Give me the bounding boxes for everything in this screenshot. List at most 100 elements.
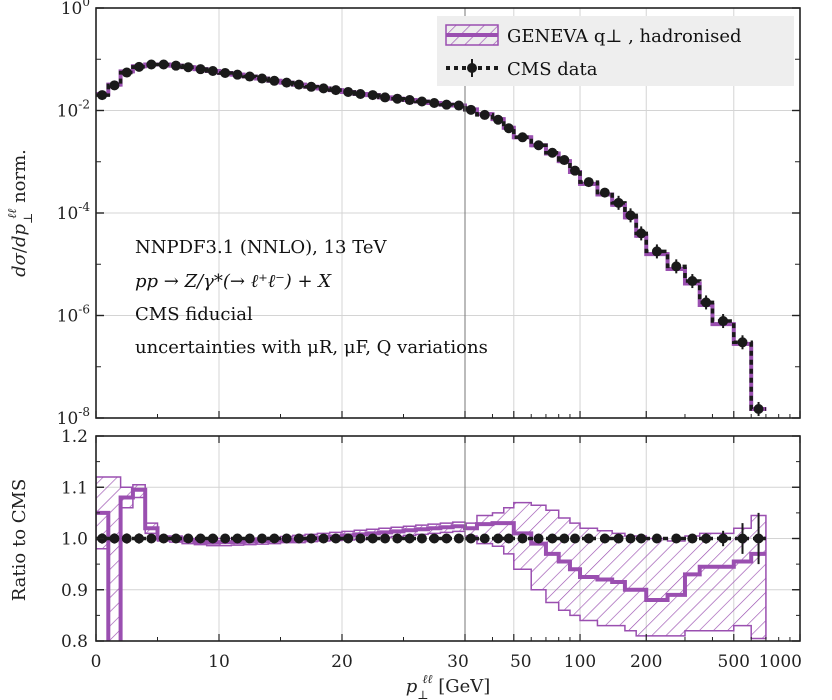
main-cms-marker	[404, 95, 415, 106]
main-cms-marker	[651, 246, 662, 257]
main-cms-marker	[753, 403, 764, 414]
ratio-cms-marker	[269, 533, 280, 544]
ratio-cms-marker	[380, 533, 391, 544]
main-cms-marker	[569, 165, 580, 176]
legend: GENEVA q⊥ , hadronised CMS data	[437, 16, 794, 86]
xtick-label: 100	[564, 652, 596, 672]
ratio-yticks: 1.2 1.1 1.0 0.9 0.8	[61, 427, 800, 652]
ratio-cms-marker	[293, 533, 304, 544]
main-cms-marker	[207, 65, 218, 76]
ratio-cms-marker	[416, 533, 427, 544]
ratio-cms-marker	[220, 533, 231, 544]
ratio-cms-marker	[355, 533, 366, 544]
ratio-cms-marker	[343, 533, 354, 544]
main-cms-marker	[183, 62, 194, 73]
legend-entry-cms: CMS data	[446, 59, 598, 80]
main-cms-marker	[613, 197, 624, 208]
main-cms-marker	[195, 64, 206, 75]
ratio-cms-marker	[244, 533, 255, 544]
main-cms-marker	[121, 67, 132, 78]
legend-label-geneva: GENEVA q⊥ , hadronised	[507, 26, 742, 47]
main-cms-marker	[517, 132, 528, 143]
xtick-label: 20	[331, 652, 353, 672]
main-cms-marker	[453, 100, 464, 111]
ratio-cms-marker	[687, 533, 698, 544]
main-cms-marker	[465, 104, 476, 115]
main-ytick-label: 10-2	[57, 98, 90, 122]
main-cms-marker	[220, 67, 231, 78]
ratio-cms-marker	[479, 533, 490, 544]
main-cms-marker	[281, 77, 292, 88]
ratio-cms-marker	[493, 533, 504, 544]
ratio-cms-marker	[613, 533, 624, 544]
ratio-cms-marker	[257, 533, 268, 544]
annotation-fiducial: CMS fiducial	[135, 304, 253, 325]
main-cms-marker	[625, 210, 636, 221]
main-cms-marker	[479, 109, 490, 120]
ratio-cms-marker	[636, 533, 647, 544]
ratio-cms-marker	[170, 533, 181, 544]
main-ytick-label: 10-6	[57, 303, 90, 327]
main-cms-marker	[701, 297, 712, 308]
main-cms-marker	[533, 140, 544, 151]
ratio-cms-marker	[625, 533, 636, 544]
ratio-cms-marker	[737, 533, 748, 544]
ratio-plot-area	[96, 476, 767, 641]
ratio-cms-marker	[583, 533, 594, 544]
ratio-cms-marker	[134, 533, 145, 544]
ratio-cms-marker	[547, 533, 558, 544]
ratio-cms-marker	[503, 533, 514, 544]
ratio-cms-marker	[158, 533, 169, 544]
ratio-cms-marker	[429, 533, 440, 544]
main-cms-marker	[158, 59, 169, 70]
main-cms-marker	[441, 99, 452, 110]
main-cms-marker	[134, 61, 145, 72]
main-cms-marker	[687, 276, 698, 287]
ratio-cms-marker	[441, 533, 452, 544]
ratio-cms-marker	[281, 533, 292, 544]
main-cms-marker	[416, 96, 427, 107]
annotation-uncertainties: uncertainties with μR, μF, Q variations	[135, 337, 488, 358]
ratio-cms-marker	[718, 533, 729, 544]
legend-label-cms: CMS data	[507, 59, 598, 80]
main-cms-marker	[257, 73, 268, 84]
annotation-pdf: NNPDF3.1 (NNLO), 13 TeV	[135, 237, 387, 258]
main-cms-marker	[109, 80, 120, 91]
ratio-ytick-label: 1.2	[61, 427, 88, 447]
main-cms-marker	[293, 79, 304, 90]
ratio-cms-marker	[753, 533, 764, 544]
main-cms-marker	[493, 114, 504, 125]
main-cms-marker	[380, 92, 391, 103]
main-cms-marker	[306, 81, 317, 92]
ratio-cms-marker	[183, 533, 194, 544]
main-cms-marker	[170, 60, 181, 71]
main-ytick-label: 10-8	[57, 405, 90, 429]
main-cms-marker	[97, 90, 108, 101]
xtick-label: 200	[630, 652, 662, 672]
main-cms-marker	[232, 69, 243, 80]
main-cms-marker	[636, 228, 647, 239]
main-cms-marker	[392, 93, 403, 104]
ratio-geneva-uncertainty-band	[96, 476, 767, 641]
main-cms-marker	[429, 98, 440, 109]
xtick-label: 30	[447, 652, 469, 672]
main-cms-marker	[244, 71, 255, 82]
xtick-label: 1000	[759, 652, 802, 672]
ratio-cms-marker	[121, 533, 132, 544]
ratio-cms-marker	[651, 533, 662, 544]
xtick-label: 50	[510, 652, 532, 672]
ratio-cms-marker	[330, 533, 341, 544]
ratio-cms-marker	[701, 533, 712, 544]
ratio-cms-marker	[404, 533, 415, 544]
ratio-ytick-label: 1.0	[61, 530, 88, 550]
main-yticks: 100 10-2 10-4 10-6 10-8	[57, 0, 801, 429]
main-cms-marker	[599, 187, 610, 198]
ratio-cms-marker	[195, 533, 206, 544]
main-ytick-label: 10-4	[57, 200, 91, 224]
main-cms-marker	[559, 155, 570, 166]
main-ylabel: dσ/dp⊥ℓℓ norm.	[5, 149, 35, 277]
main-cms-marker	[737, 337, 748, 348]
main-ytick-label: 100	[61, 0, 90, 19]
ratio-cms-marker	[207, 533, 218, 544]
